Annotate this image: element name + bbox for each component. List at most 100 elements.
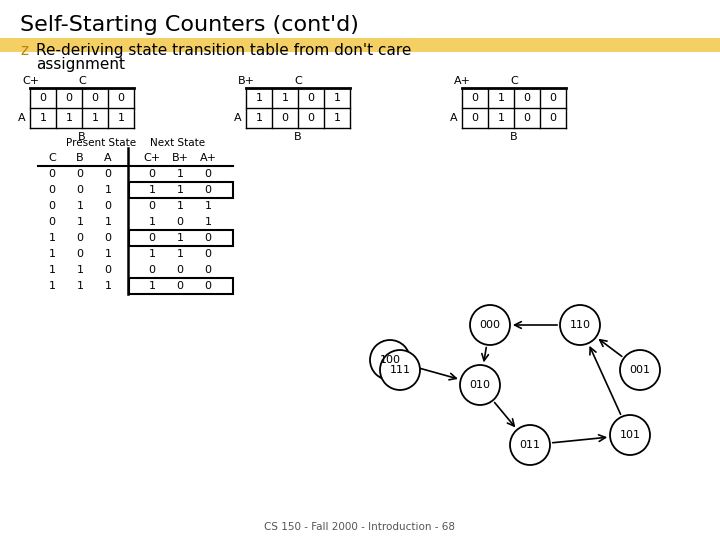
Text: 0: 0 <box>76 185 84 195</box>
Circle shape <box>510 425 550 465</box>
Text: C: C <box>510 76 518 86</box>
Text: 1: 1 <box>104 185 112 195</box>
Text: 1: 1 <box>40 113 47 123</box>
Text: 1: 1 <box>91 113 99 123</box>
Text: 0: 0 <box>523 93 531 103</box>
Text: 0: 0 <box>48 185 55 195</box>
Text: 001: 001 <box>629 365 650 375</box>
Text: A: A <box>104 153 112 163</box>
Text: 1: 1 <box>176 249 184 259</box>
Circle shape <box>620 350 660 390</box>
Text: A: A <box>451 113 458 123</box>
Text: 0: 0 <box>148 265 156 275</box>
Text: 0: 0 <box>48 201 55 211</box>
Text: 011: 011 <box>520 440 541 450</box>
Text: 1: 1 <box>66 113 73 123</box>
Text: 0: 0 <box>104 201 112 211</box>
Text: 0: 0 <box>204 169 212 179</box>
Text: 0: 0 <box>176 217 184 227</box>
Text: 1: 1 <box>148 185 156 195</box>
Text: C+: C+ <box>22 76 39 86</box>
Text: 0: 0 <box>282 113 289 123</box>
Text: 0: 0 <box>76 233 84 243</box>
Text: 0: 0 <box>148 169 156 179</box>
Text: B: B <box>78 132 86 142</box>
Text: CS 150 - Fall 2000 - Introduction - 68: CS 150 - Fall 2000 - Introduction - 68 <box>264 522 456 532</box>
Text: 1: 1 <box>48 265 55 275</box>
Text: 1: 1 <box>48 233 55 243</box>
Text: 0: 0 <box>76 169 84 179</box>
Circle shape <box>470 305 510 345</box>
Text: 0: 0 <box>148 233 156 243</box>
Text: 0: 0 <box>176 281 184 291</box>
Text: 0: 0 <box>148 201 156 211</box>
Bar <box>129 278 233 294</box>
Bar <box>129 230 233 246</box>
Text: B+: B+ <box>171 153 189 163</box>
Text: 111: 111 <box>390 365 410 375</box>
Text: 1: 1 <box>333 113 341 123</box>
Text: 010: 010 <box>469 380 490 390</box>
Text: 0: 0 <box>48 169 55 179</box>
Text: 1: 1 <box>148 249 156 259</box>
Text: 1: 1 <box>104 217 112 227</box>
Bar <box>129 182 233 198</box>
Text: assignment: assignment <box>36 57 125 72</box>
Text: 0: 0 <box>523 113 531 123</box>
Text: 1: 1 <box>48 249 55 259</box>
Text: C: C <box>78 76 86 86</box>
Text: A: A <box>235 113 242 123</box>
Text: 1: 1 <box>76 265 84 275</box>
Text: 101: 101 <box>619 430 641 440</box>
Text: 1: 1 <box>76 201 84 211</box>
Text: 1: 1 <box>176 185 184 195</box>
Text: 0: 0 <box>204 233 212 243</box>
Text: 1: 1 <box>498 113 505 123</box>
Text: 0: 0 <box>104 233 112 243</box>
Text: 1: 1 <box>117 113 125 123</box>
Text: 0: 0 <box>104 169 112 179</box>
Text: 0: 0 <box>66 93 73 103</box>
Text: 1: 1 <box>148 217 156 227</box>
Text: 0: 0 <box>204 185 212 195</box>
Text: B+: B+ <box>238 76 255 86</box>
Text: B: B <box>76 153 84 163</box>
Text: 0: 0 <box>48 217 55 227</box>
Text: 0: 0 <box>307 113 315 123</box>
Text: 0: 0 <box>549 93 557 103</box>
Text: 1: 1 <box>282 93 289 103</box>
Text: 110: 110 <box>570 320 590 330</box>
Text: 0: 0 <box>204 265 212 275</box>
Text: z: z <box>20 43 28 58</box>
Text: 0: 0 <box>91 93 99 103</box>
Text: 0: 0 <box>104 265 112 275</box>
Text: 1: 1 <box>104 281 112 291</box>
Circle shape <box>380 350 420 390</box>
Text: 100: 100 <box>379 355 400 365</box>
Text: 0: 0 <box>549 113 557 123</box>
Text: A: A <box>19 113 26 123</box>
Text: 1: 1 <box>176 169 184 179</box>
Text: 0: 0 <box>40 93 47 103</box>
Text: Self-Starting Counters (cont'd): Self-Starting Counters (cont'd) <box>20 15 359 35</box>
Text: 1: 1 <box>104 249 112 259</box>
Text: Present State: Present State <box>66 138 136 148</box>
Bar <box>0 38 720 52</box>
Text: 1: 1 <box>76 217 84 227</box>
Text: A+: A+ <box>199 153 217 163</box>
Circle shape <box>560 305 600 345</box>
Text: 0: 0 <box>472 93 479 103</box>
Text: 1: 1 <box>204 217 212 227</box>
Text: Next State: Next State <box>150 138 205 148</box>
Text: B: B <box>510 132 518 142</box>
Text: 1: 1 <box>204 201 212 211</box>
Text: 1: 1 <box>333 93 341 103</box>
Text: 0: 0 <box>76 249 84 259</box>
Text: C+: C+ <box>143 153 161 163</box>
Text: 1: 1 <box>48 281 55 291</box>
Text: Re-deriving state transition table from don't care: Re-deriving state transition table from … <box>36 43 411 58</box>
Text: 1: 1 <box>498 93 505 103</box>
Text: 0: 0 <box>204 281 212 291</box>
Circle shape <box>460 365 500 405</box>
Text: 0: 0 <box>176 265 184 275</box>
